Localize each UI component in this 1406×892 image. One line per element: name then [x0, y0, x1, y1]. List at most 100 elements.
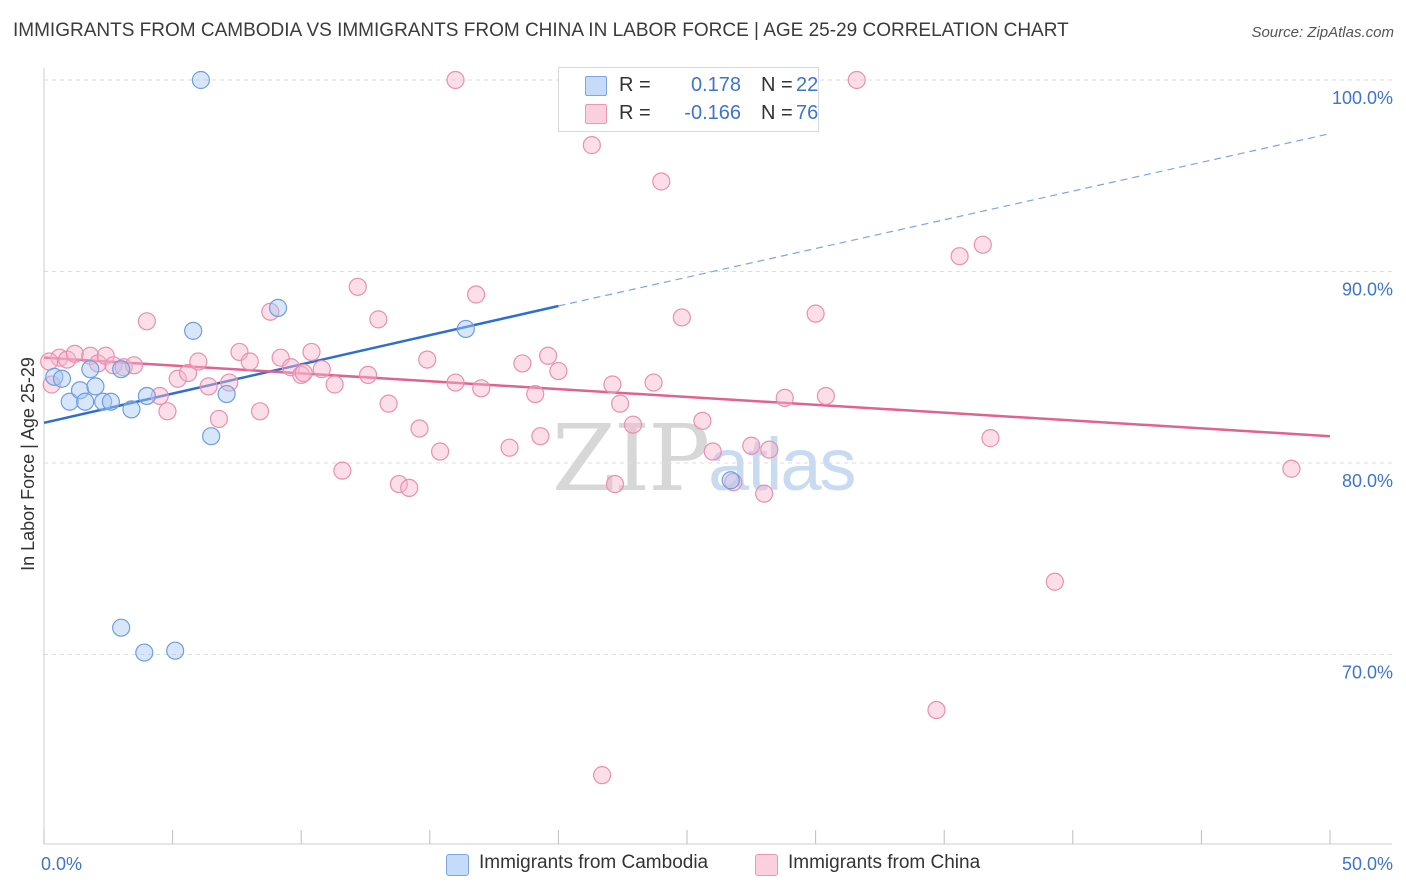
china-point: [672, 308, 691, 327]
stats-r-label: R =: [619, 102, 651, 124]
china-point: [294, 363, 313, 383]
chart-source: Source: ZipAtlas.com: [1251, 24, 1394, 41]
stats-swatch-cambodia: [585, 76, 607, 96]
china-point: [816, 386, 835, 406]
china-point: [1045, 572, 1064, 591]
cambodia-point: [76, 392, 95, 411]
cambodia-point: [112, 618, 131, 637]
china-point: [623, 415, 643, 434]
china-point: [472, 379, 491, 398]
china-point: [65, 344, 84, 363]
china-points: [40, 70, 1301, 785]
china-point: [644, 373, 663, 392]
cambodia-point: [81, 360, 100, 379]
china-point: [199, 377, 218, 396]
x-axis-ticks: [43, 830, 1331, 844]
stats-r-value: 0.178: [690, 74, 741, 96]
cambodia-point: [101, 392, 120, 411]
cambodia-point: [721, 471, 740, 490]
china-point: [981, 429, 1000, 448]
watermark-atlas: atlas: [708, 423, 856, 506]
chart-title: IMMIGRANTS FROM CAMBODIA VS IMMIGRANTS F…: [13, 20, 1069, 41]
china-point: [724, 473, 743, 492]
stats-n-label: N =: [761, 102, 793, 124]
china-point: [178, 363, 198, 383]
cambodia-point: [217, 384, 236, 404]
cambodia-point: [94, 392, 113, 411]
china-point: [582, 136, 601, 155]
china-point: [611, 394, 630, 413]
china-point: [333, 461, 352, 480]
china-point: [755, 484, 774, 503]
china-point: [605, 474, 625, 494]
x-tick-label-max: 50.0%: [1342, 854, 1393, 874]
stats-n-value: 76: [796, 102, 819, 124]
china-point: [950, 247, 969, 266]
china-point: [593, 766, 612, 785]
china-point: [150, 386, 169, 406]
china-point: [500, 438, 519, 457]
china-point: [240, 352, 259, 371]
china-point: [742, 436, 761, 455]
stats-swatch-china: [585, 104, 607, 124]
cambodia-point: [135, 643, 154, 662]
cambodia-points: [45, 70, 740, 662]
stats-r-label: R =: [619, 74, 651, 96]
china-point: [209, 409, 228, 429]
china-point: [693, 411, 712, 430]
watermark: ZIPatlas: [552, 405, 856, 512]
china-point: [526, 384, 545, 404]
cambodia-point: [52, 369, 72, 388]
legend-label-cambodia: Immigrants from Cambodia: [479, 852, 709, 873]
china-point: [369, 310, 388, 329]
china-point: [96, 346, 115, 365]
china-point: [430, 442, 450, 461]
china-point: [158, 402, 177, 421]
legend-swatch-china: [755, 854, 778, 876]
cambodia-point: [60, 392, 79, 411]
china-point: [446, 373, 465, 392]
cambodia-point: [112, 360, 131, 379]
china-point: [973, 235, 992, 254]
china-point: [137, 312, 156, 331]
trend-lines: [43, 133, 1331, 438]
china-point: [250, 402, 270, 421]
china-point: [466, 285, 486, 304]
cambodia-point: [456, 319, 475, 339]
cambodia-trend-extension: [558, 133, 1331, 307]
china-point: [652, 172, 671, 191]
y-tick-label: 70.0%: [1342, 663, 1393, 683]
cambodia-point: [184, 321, 203, 340]
legend-swatch-cambodia: [446, 854, 469, 876]
china-point: [168, 369, 187, 388]
china-point: [549, 361, 568, 381]
china-point: [312, 360, 331, 379]
china-point: [189, 352, 208, 371]
stats-n-value: 22: [796, 74, 819, 96]
china-point: [358, 365, 378, 385]
cambodia-point: [86, 377, 105, 396]
china-point: [410, 419, 429, 438]
china-point: [927, 700, 946, 720]
china-point: [400, 478, 419, 497]
china-point: [603, 375, 622, 394]
china-point: [40, 352, 59, 371]
cambodia-point: [202, 427, 221, 446]
cambodia-point: [70, 381, 90, 400]
china-point: [325, 375, 344, 394]
stats-r-value: -0.166: [684, 102, 741, 124]
y-tick-label: 100.0%: [1332, 88, 1393, 108]
cambodia-point: [137, 386, 156, 406]
legend-label-china: Immigrants from China: [788, 852, 981, 873]
china-trend-line: [43, 356, 1331, 438]
china-point: [513, 354, 532, 373]
china-point: [760, 440, 779, 459]
china-point: [539, 346, 558, 365]
china-point: [302, 342, 321, 362]
stats-n-label: N =: [761, 74, 793, 96]
china-point: [806, 304, 825, 323]
china-point: [847, 70, 866, 90]
watermark-zip: ZIP: [552, 405, 710, 512]
cambodia-point: [166, 641, 185, 660]
china-point: [775, 388, 794, 407]
